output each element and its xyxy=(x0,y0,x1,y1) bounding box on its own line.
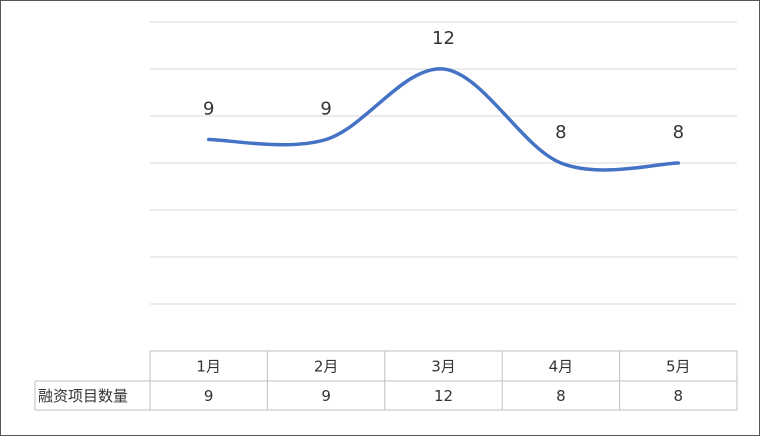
legend-label: 融资项目数量 xyxy=(38,387,128,405)
data-label: 8 xyxy=(555,122,566,143)
x-tick-label: 3月 xyxy=(431,358,456,376)
data-label: 9 xyxy=(203,99,214,120)
data-label: 12 xyxy=(432,28,455,49)
table-value: 9 xyxy=(321,387,331,405)
x-tick-label: 2月 xyxy=(314,358,339,376)
table-value: 9 xyxy=(204,387,214,405)
x-tick-label: 1月 xyxy=(196,358,221,376)
x-tick-label: 4月 xyxy=(549,358,574,376)
x-tick-label: 5月 xyxy=(666,358,691,376)
table-value: 12 xyxy=(434,387,453,405)
table-value: 8 xyxy=(556,387,566,405)
data-label: 8 xyxy=(673,122,684,143)
data-label: 9 xyxy=(320,99,331,120)
table-value: 8 xyxy=(674,387,684,405)
line xyxy=(206,67,681,172)
